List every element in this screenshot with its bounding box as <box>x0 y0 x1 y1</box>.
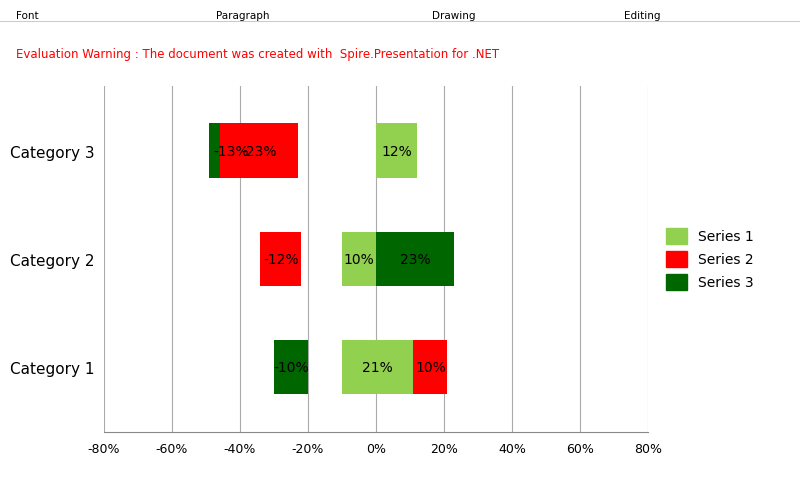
Bar <box>376 124 417 178</box>
Text: 10%: 10% <box>415 360 446 374</box>
Text: -13%: -13% <box>214 144 250 158</box>
Text: 12%: 12% <box>381 144 412 158</box>
Legend: Series 1, Series 2, Series 3: Series 1, Series 2, Series 3 <box>666 228 754 290</box>
Bar <box>342 340 414 394</box>
Bar <box>219 124 298 178</box>
Text: 10%: 10% <box>344 252 374 266</box>
Text: Editing: Editing <box>624 11 661 21</box>
Bar <box>274 340 308 394</box>
Bar <box>210 124 254 178</box>
Text: -10%: -10% <box>273 360 309 374</box>
Text: Paragraph: Paragraph <box>216 11 270 21</box>
Text: Font: Font <box>16 11 38 21</box>
Text: -23%: -23% <box>241 144 277 158</box>
Bar <box>342 232 376 286</box>
Text: Evaluation Warning : The document was created with  Spire.Presentation for .NET: Evaluation Warning : The document was cr… <box>16 48 499 61</box>
Text: Drawing: Drawing <box>432 11 475 21</box>
Text: 23%: 23% <box>400 252 430 266</box>
Text: 21%: 21% <box>362 360 393 374</box>
Bar <box>414 340 447 394</box>
Text: -12%: -12% <box>263 252 298 266</box>
Bar <box>260 232 301 286</box>
Bar <box>376 232 454 286</box>
